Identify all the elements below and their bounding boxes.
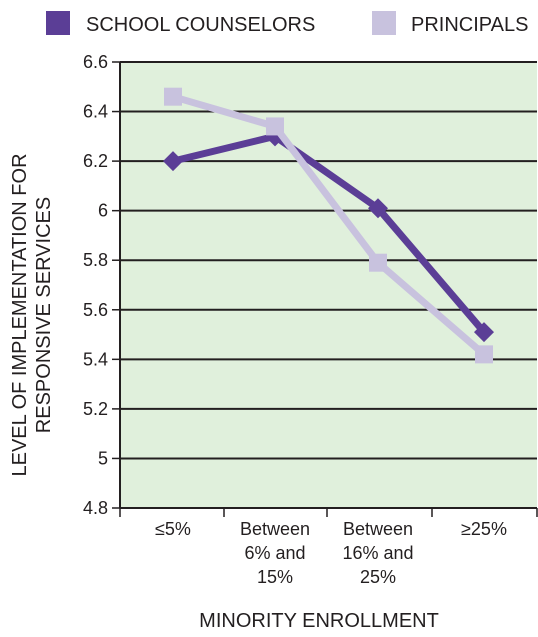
x-category-label-line: ≥25% xyxy=(461,519,507,539)
series-line xyxy=(172,93,487,358)
x-category-label-line: Between xyxy=(240,519,310,539)
y-tick-label: 5 xyxy=(98,448,108,468)
x-category-label: ≥25% xyxy=(461,519,507,539)
y-axis-title-line: RESPONSIVE SERVICES xyxy=(33,197,55,433)
x-category-label-line: ≤5% xyxy=(155,519,191,539)
y-tick-label: 5.6 xyxy=(83,300,108,320)
y-tick-label: 6.6 xyxy=(83,52,108,72)
axes xyxy=(119,62,538,517)
data-point-marker xyxy=(164,87,182,106)
data-point-marker xyxy=(474,322,494,343)
y-tick-label: 5.8 xyxy=(83,250,108,270)
y-tick-label: 6 xyxy=(98,201,108,221)
y-tick-label: 6.2 xyxy=(83,151,108,171)
series-layer xyxy=(163,87,494,364)
x-category-label: Between 6% and 15% xyxy=(240,519,310,587)
data-point-marker xyxy=(369,253,387,272)
legend-label: PRINCIPALS xyxy=(411,14,528,36)
legend: SCHOOL COUNSELORS PRINCIPALS xyxy=(46,11,528,36)
x-category-label-line: Between xyxy=(343,519,413,539)
legend-swatch xyxy=(372,11,396,35)
y-axis-title-line: LEVEL OF IMPLEMENTATION FOR xyxy=(9,153,31,476)
x-category-label: Between 16% and 25% xyxy=(342,519,413,587)
x-category-label: ≤5% xyxy=(155,519,191,539)
y-tick-label: 6.4 xyxy=(83,102,108,122)
series-principals xyxy=(164,87,493,364)
legend-item: SCHOOL COUNSELORS xyxy=(46,11,315,36)
series-school-counselors xyxy=(163,126,494,343)
x-axis-title: MINORITY ENROLLMENT xyxy=(199,610,439,632)
x-category-label-line: 15% xyxy=(257,567,293,587)
legend-label: SCHOOL COUNSELORS xyxy=(86,14,315,36)
data-point-marker xyxy=(368,198,388,219)
y-tick-label: 5.4 xyxy=(83,349,108,369)
x-category-label-line: 16% and xyxy=(342,543,413,563)
series-line xyxy=(172,132,487,335)
legend-swatch xyxy=(46,11,70,35)
plot-area xyxy=(120,62,537,508)
legend-item: PRINCIPALS xyxy=(372,11,528,36)
y-tick-label: 5.2 xyxy=(83,399,108,419)
data-point-marker xyxy=(265,126,285,147)
x-category-label-line: 6% and xyxy=(244,543,305,563)
data-point-marker xyxy=(163,151,183,172)
data-point-marker xyxy=(266,117,284,136)
y-axis-title: LEVEL OF IMPLEMENTATION FOR RESPONSIVE SE… xyxy=(9,153,55,476)
gridlines xyxy=(112,61,537,509)
x-category-label-line: 25% xyxy=(360,567,396,587)
y-tick-labels: 4.8 5 5.2 5.4 5.6 5.8 6 6.2 6.4 6.6 xyxy=(83,52,108,518)
y-tick-label: 4.8 xyxy=(83,498,108,518)
x-category-labels: ≤5% Between 6% and 15% Between 16% and 25% ≥25% xyxy=(155,519,507,587)
data-point-marker xyxy=(475,345,493,364)
